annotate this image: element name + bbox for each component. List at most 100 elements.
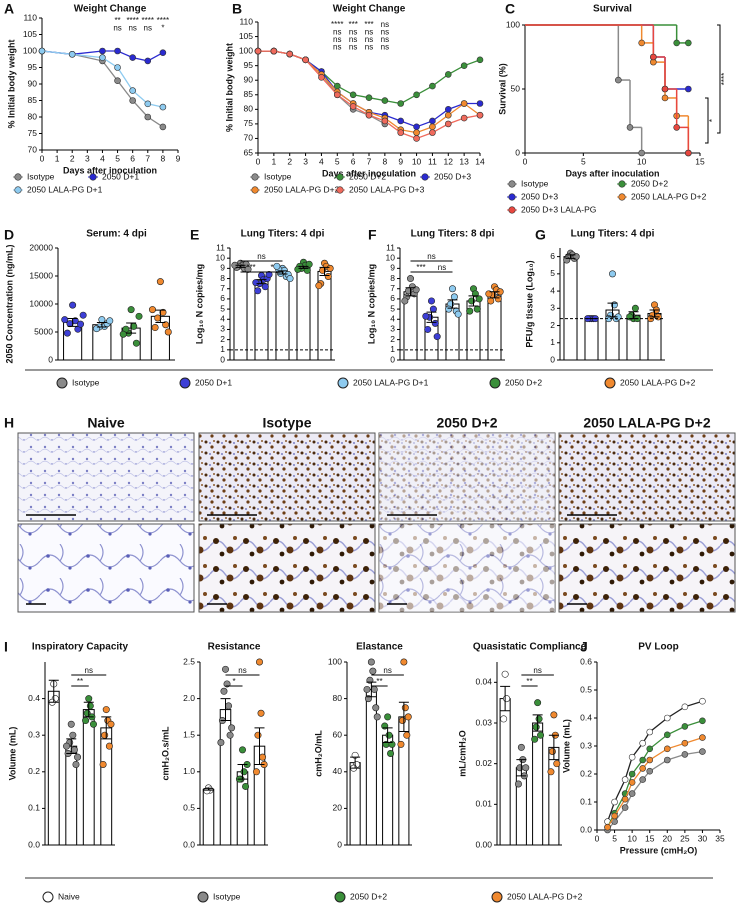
- x-tick-label: 4: [100, 153, 105, 163]
- series-marker: [460, 100, 468, 107]
- data-point: [132, 339, 140, 347]
- data-point: [373, 713, 381, 721]
- data-point: [424, 325, 432, 333]
- x-tick-label: 10: [627, 833, 637, 843]
- histology-images: [17, 432, 736, 613]
- series-marker: [429, 123, 436, 131]
- y-tick-label: 0: [48, 354, 53, 364]
- data-point: [563, 256, 571, 264]
- series-marker: [611, 798, 618, 806]
- y-tick-label: 85: [28, 95, 38, 105]
- legend-label: Isotype: [72, 377, 100, 387]
- legend-label: Isotype: [521, 178, 549, 188]
- x-axis-label: Days after inoculation: [63, 165, 157, 175]
- data-point: [500, 715, 508, 723]
- image-isotype: [198, 432, 376, 522]
- legend-label: 2050 D+3: [521, 191, 558, 201]
- x-axis-label: Days after inoculation: [565, 168, 659, 178]
- legend-marker: [197, 891, 209, 903]
- y-tick-label: 2.0: [183, 693, 195, 703]
- data-point: [631, 304, 639, 312]
- data-point: [404, 713, 412, 721]
- series-marker: [460, 62, 468, 69]
- y-tick-label: 0.6: [580, 656, 592, 666]
- significance: ns: [381, 28, 389, 37]
- significance: *: [708, 119, 717, 122]
- series-marker: [699, 734, 706, 741]
- series-marker: [333, 91, 341, 99]
- x-tick-label: 15: [695, 156, 705, 166]
- data-point: [74, 753, 82, 761]
- y-tick-label: 1: [550, 337, 555, 347]
- data-point: [254, 287, 262, 295]
- y-axis-label: % Initial body weight: [6, 39, 16, 128]
- y-tick-label: 50: [511, 83, 521, 93]
- series-marker: [681, 751, 689, 758]
- panel-label: G: [535, 227, 546, 243]
- data-point: [254, 731, 262, 739]
- significance: ns: [333, 43, 341, 52]
- bar: [233, 265, 248, 361]
- series-marker: [429, 129, 436, 136]
- histology-title: Isotype: [262, 415, 311, 431]
- y-tick-label: 90: [244, 74, 254, 84]
- x-tick-label: 1: [55, 153, 60, 163]
- error-bar: [237, 763, 248, 780]
- significance: ns: [85, 666, 93, 675]
- series-marker: [685, 39, 692, 47]
- x-tick-label: 10: [637, 156, 647, 166]
- y-tick-label: 0: [550, 354, 555, 364]
- bar: [202, 788, 215, 846]
- image-naive-zoom: [17, 523, 195, 613]
- x-tick-label: 12: [444, 156, 454, 166]
- data-point: [553, 760, 561, 768]
- y-tick-label: 40: [333, 766, 343, 776]
- legend-label: Isotype: [27, 171, 55, 181]
- significance: ****: [720, 73, 729, 85]
- image-lala-zoom: [558, 523, 736, 613]
- y-tick-label: 0.02: [475, 758, 492, 768]
- data-point: [261, 283, 269, 291]
- y-tick-label: 60: [333, 729, 343, 739]
- series-marker: [159, 103, 167, 111]
- histology-title: Naive: [87, 415, 125, 431]
- error-bar: [500, 685, 511, 712]
- data-point: [370, 685, 378, 693]
- data-point: [70, 746, 78, 754]
- series-marker: [611, 812, 618, 820]
- bar: [236, 771, 249, 846]
- significance: **: [77, 677, 83, 686]
- data-point: [324, 273, 332, 281]
- significance: ***: [348, 20, 357, 29]
- significance: ****: [157, 16, 169, 25]
- y-axis-label: PFU/g tissue (Log₁₀): [524, 260, 534, 347]
- legend-marker: [618, 180, 626, 188]
- data-point: [154, 314, 162, 322]
- chart-title: Weight Change: [74, 4, 147, 15]
- y-tick-label: 4: [220, 314, 225, 324]
- significance-bracket: [717, 24, 721, 134]
- data-point: [151, 324, 159, 332]
- data-point: [372, 704, 380, 712]
- data-point: [397, 740, 405, 748]
- y-axis-label: Survival (%): [497, 63, 507, 115]
- error-bar: [447, 299, 458, 309]
- legend-marker: [508, 206, 516, 214]
- y-tick-label: 0.03: [475, 717, 492, 727]
- y-tick-label: 85: [244, 89, 254, 99]
- error-bar: [382, 727, 393, 744]
- y-tick-label: 65: [244, 147, 254, 157]
- data-point: [548, 747, 556, 755]
- series-marker: [99, 47, 106, 55]
- series-marker: [381, 97, 389, 104]
- data-point: [401, 704, 409, 712]
- data-point: [222, 665, 230, 673]
- error-bar: [649, 309, 660, 318]
- series-marker: [621, 795, 629, 803]
- legend-label: Naive: [58, 891, 80, 901]
- legend-marker: [251, 173, 259, 181]
- series-marker: [646, 767, 654, 775]
- y-tick-label: 0.04: [475, 677, 492, 687]
- data-point: [79, 311, 87, 319]
